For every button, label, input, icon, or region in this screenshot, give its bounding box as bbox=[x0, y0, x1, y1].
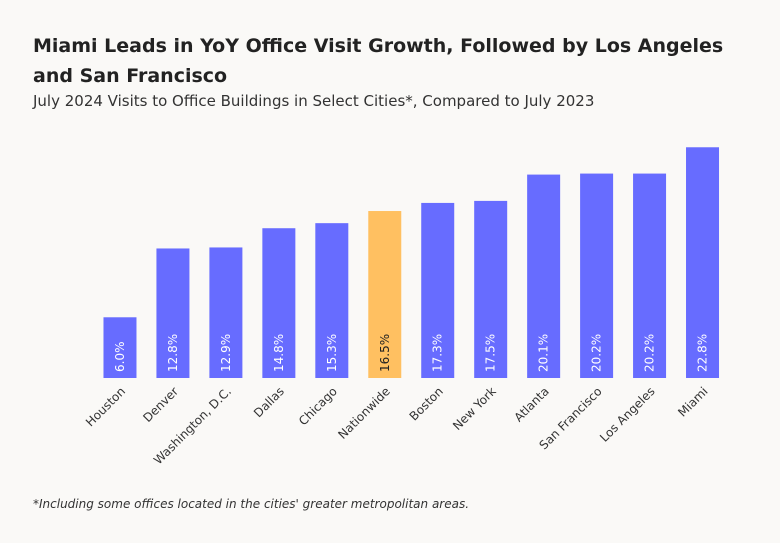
value-label: 22.8% bbox=[696, 334, 710, 372]
x-tick-label: Boston bbox=[407, 384, 446, 423]
x-tick-label: Los Angeles bbox=[597, 384, 658, 445]
bar bbox=[474, 200, 508, 378]
value-label: 14.8% bbox=[272, 334, 286, 372]
x-tick-label: Miami bbox=[675, 384, 710, 419]
x-tick-label: New York bbox=[450, 384, 499, 433]
value-label: 15.3% bbox=[325, 334, 339, 372]
value-label: 20.2% bbox=[590, 334, 604, 372]
value-label: 12.8% bbox=[166, 334, 180, 372]
x-tick-label: Houston bbox=[83, 384, 128, 429]
bar bbox=[262, 228, 296, 378]
footnote: *Including some offices located in the c… bbox=[33, 497, 470, 511]
value-label: 16.5% bbox=[378, 334, 392, 372]
bar bbox=[580, 173, 614, 378]
bar bbox=[368, 211, 402, 378]
bar bbox=[209, 247, 243, 378]
bar bbox=[633, 173, 667, 378]
x-tick-label: Nationwide bbox=[335, 384, 393, 442]
bar bbox=[156, 248, 190, 378]
value-label: 6.0% bbox=[113, 342, 127, 373]
value-label: 20.1% bbox=[537, 334, 551, 372]
bar bbox=[527, 174, 561, 378]
chart-title: Miami Leads in YoY Office Visit Growth, … bbox=[33, 35, 724, 87]
value-label: 17.3% bbox=[431, 334, 445, 372]
value-label: 17.5% bbox=[484, 334, 498, 372]
value-label: 20.2% bbox=[643, 334, 657, 372]
x-tick-label: Atlanta bbox=[511, 384, 551, 424]
bar bbox=[421, 202, 455, 378]
value-label: 12.9% bbox=[219, 334, 233, 372]
bar bbox=[686, 147, 720, 378]
chart-subtitle: July 2024 Visits to Office Buildings in … bbox=[33, 92, 595, 110]
bar bbox=[103, 317, 137, 378]
x-tick-label: Denver bbox=[140, 384, 181, 425]
x-tick-label: Chicago bbox=[296, 384, 340, 428]
bar bbox=[315, 223, 349, 378]
x-tick-label: Dallas bbox=[251, 384, 287, 420]
